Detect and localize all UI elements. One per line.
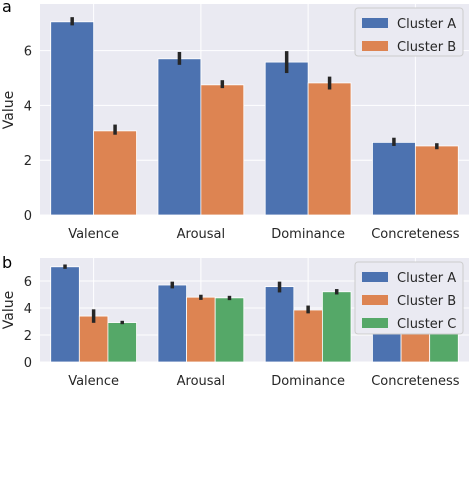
panel-a: 0 2 4 6 Value a Valence Arousal Dominance Concret… xyxy=(1,0,469,242)
x-tick-label: Arousal xyxy=(177,227,226,242)
legend-swatch xyxy=(362,318,388,328)
panel-letter: b xyxy=(2,253,12,272)
legend-label: Cluster B xyxy=(397,294,456,309)
x-tick-label: Valence xyxy=(68,374,119,389)
y-axis-label: Value xyxy=(1,91,17,129)
legend-label: Cluster C xyxy=(397,317,456,332)
x-tick-label: Concreteness xyxy=(371,374,460,389)
bar xyxy=(264,61,309,216)
y-tick-label: 0 xyxy=(24,209,32,224)
x-tick-label: Valence xyxy=(68,227,119,242)
y-tick-label: 6 xyxy=(24,45,32,60)
bar xyxy=(50,266,80,363)
bar xyxy=(400,328,431,363)
bar xyxy=(372,141,416,216)
legend-label: Cluster A xyxy=(397,271,456,286)
legend-swatch xyxy=(362,295,388,305)
legend-swatch xyxy=(362,18,388,28)
y-tick-label: 6 xyxy=(24,275,32,290)
legend: Cluster A Cluster B Cluster C xyxy=(354,261,464,335)
bar xyxy=(214,297,245,363)
bar xyxy=(50,21,95,216)
legend: Cluster A Cluster B xyxy=(354,7,464,57)
x-tick-label: Dominance xyxy=(271,227,345,242)
panel-letter: a xyxy=(2,0,12,16)
y-axis-label: Value xyxy=(1,291,17,329)
legend-swatch xyxy=(362,272,388,282)
bar xyxy=(264,286,295,363)
bar xyxy=(157,58,202,216)
bar xyxy=(200,84,245,216)
x-tick-label: Concreteness xyxy=(371,227,460,242)
bar xyxy=(414,145,459,216)
y-tick-label: 2 xyxy=(24,154,32,169)
panel-b: 0 2 4 6 Value b Valence Arousal Dominance Concret… xyxy=(1,253,469,389)
legend-swatch xyxy=(362,41,388,51)
bar xyxy=(157,284,187,363)
bar xyxy=(322,291,352,363)
bar xyxy=(293,309,323,363)
legend-label: Cluster A xyxy=(397,17,456,32)
x-tick-label: Arousal xyxy=(177,374,226,389)
y-tick-label: 4 xyxy=(24,99,32,114)
bar xyxy=(93,130,137,216)
legend-label: Cluster B xyxy=(397,40,456,55)
y-tick-label: 2 xyxy=(24,329,32,344)
y-tick-label: 0 xyxy=(24,356,32,371)
y-tick-label: 4 xyxy=(24,302,32,317)
bar xyxy=(307,82,352,216)
bar xyxy=(78,315,109,363)
bar xyxy=(186,296,216,363)
bar xyxy=(107,322,137,363)
x-tick-label: Dominance xyxy=(271,374,345,389)
